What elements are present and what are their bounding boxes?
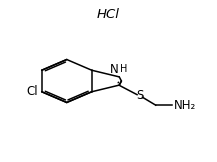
Text: Cl: Cl — [26, 85, 38, 98]
Text: NH₂: NH₂ — [173, 99, 196, 112]
Text: HCl: HCl — [97, 8, 120, 21]
Text: N: N — [110, 63, 119, 76]
Text: S: S — [136, 89, 143, 102]
Text: H: H — [120, 64, 128, 74]
